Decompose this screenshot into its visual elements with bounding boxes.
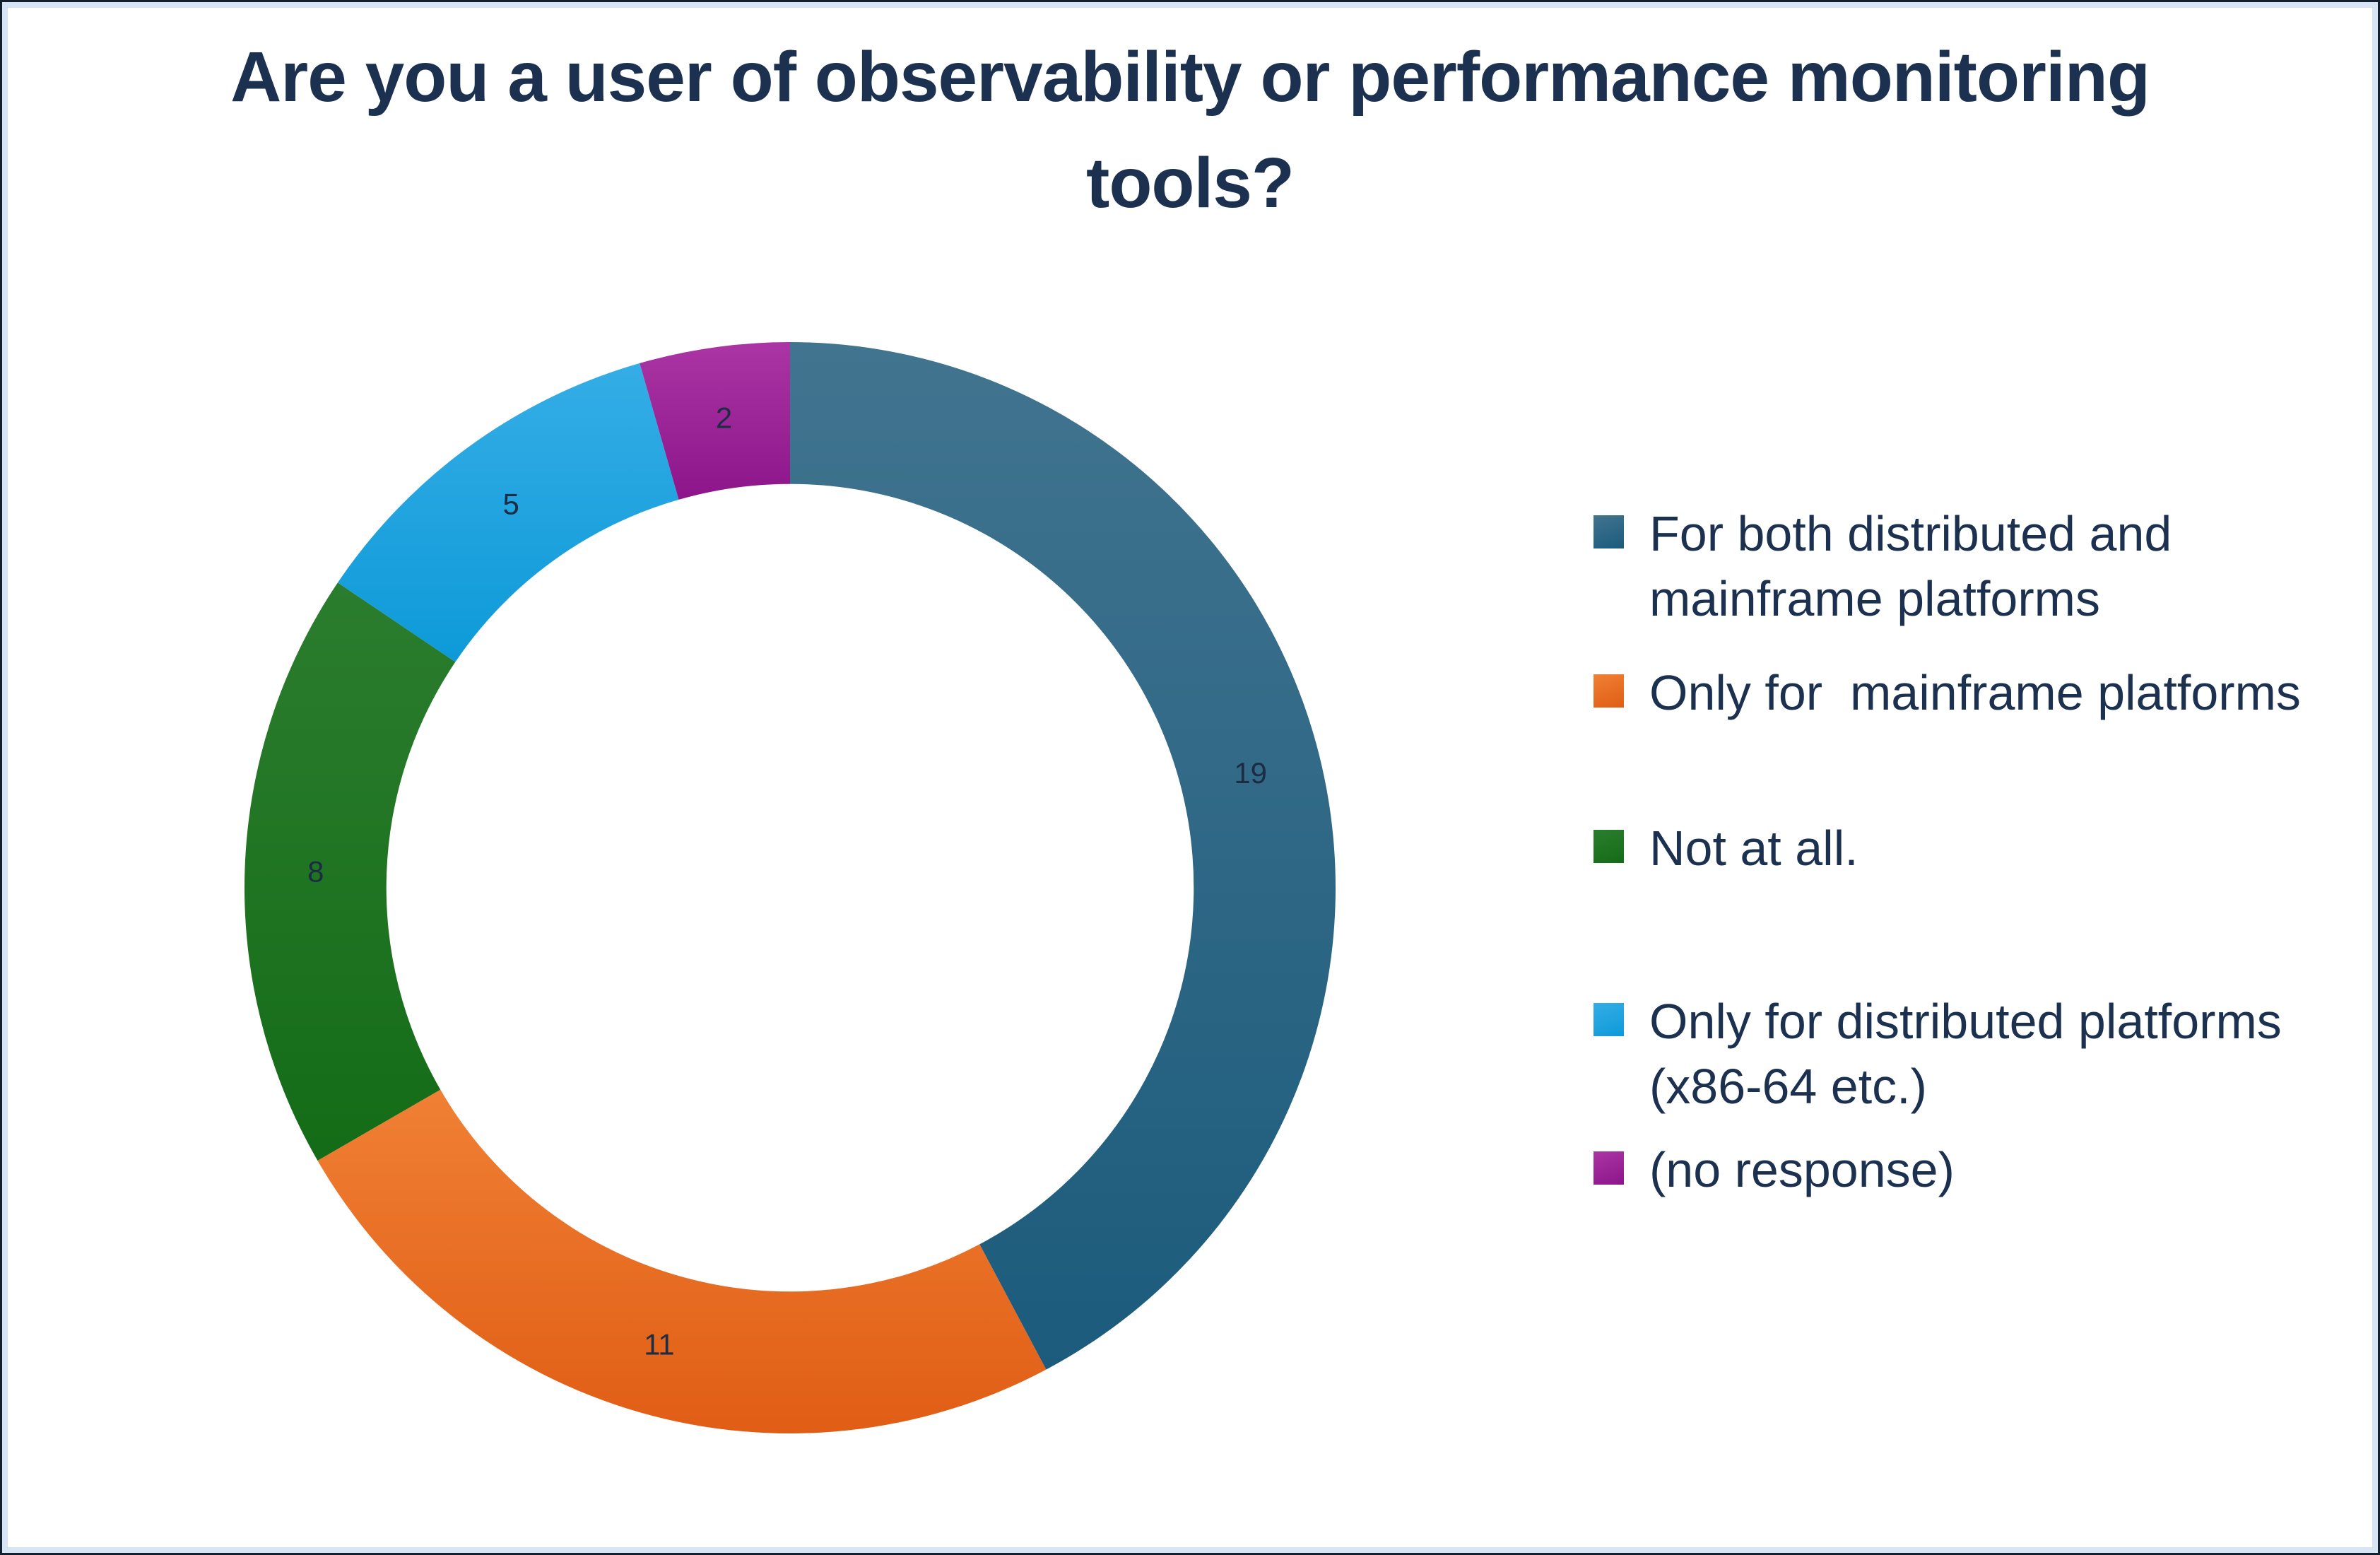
legend-label: (no response) xyxy=(1649,1142,1955,1197)
legend-label: Only for mainframe platforms xyxy=(1649,665,2301,720)
chart-title-line-2: tools? xyxy=(1086,143,1295,223)
legend-label: Only for distributed platforms (x86-64 e… xyxy=(1649,994,2296,1114)
pie-slice-0 xyxy=(790,342,1336,1370)
pie-slice-label-3: 5 xyxy=(503,487,519,520)
legend-label: For both distributed and mainframe platf… xyxy=(1649,506,2186,626)
legend-swatch-mainframe-only xyxy=(1593,674,1624,708)
pie-slice-label-2: 8 xyxy=(307,855,324,888)
pie-slice-label-0: 19 xyxy=(1234,756,1267,790)
pie-slice-label-4: 2 xyxy=(716,401,732,435)
pie-slice-1 xyxy=(317,1089,1047,1434)
legend-swatch-distributed-only xyxy=(1593,1003,1624,1036)
chart-legend: For both distributed and mainframe platf… xyxy=(1593,2,2378,1553)
legend-item-not-at-all: Not at all. xyxy=(1593,816,1858,881)
legend-label: Not at all. xyxy=(1649,821,1858,876)
legend-swatch-not-at-all xyxy=(1593,830,1624,863)
legend-item-distributed-only: Only for distributed platforms (x86-64 e… xyxy=(1593,989,2378,1119)
chart-title: Are you a user of observability or perfo… xyxy=(2,24,2378,236)
pie-slice-4 xyxy=(640,342,790,500)
legend-swatch-both-platforms xyxy=(1593,515,1624,548)
pie-slice-3 xyxy=(337,363,679,662)
pie-slice-label-1: 11 xyxy=(644,1327,675,1361)
legend-item-no-response: (no response) xyxy=(1593,1137,1955,1202)
chart-title-line-1: Are you a user of observability or perfo… xyxy=(230,37,2150,117)
legend-item-both-platforms: For both distributed and mainframe platf… xyxy=(1593,501,2378,631)
pie-slice-2 xyxy=(244,582,456,1161)
legend-item-mainframe-only: Only for mainframe platforms xyxy=(1593,660,2301,725)
legend-swatch-no-response xyxy=(1593,1151,1624,1185)
